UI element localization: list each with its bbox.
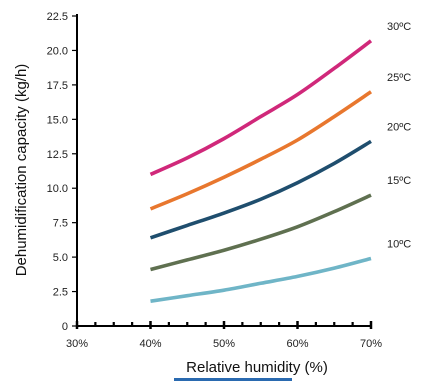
series-label-30c: 30ºC: [387, 21, 411, 33]
y-tick-label: 0: [62, 321, 68, 333]
x-tick-label: 70%: [360, 338, 382, 350]
y-tick-label: 12.5: [47, 149, 68, 161]
series-labels: 30ºC 25ºC 20ºC 15ºC 10ºC: [387, 21, 411, 251]
series-label-15c: 15ºC: [387, 175, 411, 187]
y-tick-label: 17.5: [47, 80, 68, 92]
series-label-25c: 25ºC: [387, 72, 411, 84]
y-tick-label: 10.0: [47, 183, 68, 195]
x-tick-label: 60%: [286, 338, 308, 350]
x-axis-title-underline: [174, 378, 292, 381]
series-line-10c: [150, 256, 372, 303]
y-axis-ticks: 0 2.5 5.0 7.5 10.0 12.5 15.0 17.5 20.0 22.5: [47, 11, 77, 333]
y-tick-label: 7.5: [53, 218, 68, 230]
x-tick-label: 40%: [139, 338, 161, 350]
series-line-15c: [150, 193, 372, 272]
y-tick-label: 2.5: [53, 287, 68, 299]
y-tick-label: 20.0: [47, 45, 68, 57]
series-line-30c: [149, 39, 373, 177]
x-axis-title: Relative humidity (%): [186, 359, 328, 376]
series-label-10c: 10ºC: [387, 238, 411, 250]
y-axis-title: Dehumidification capacity (kg/h): [13, 64, 30, 277]
series-label-20c: 20ºC: [387, 121, 411, 133]
series-lines: [149, 39, 373, 303]
x-tick-label: 50%: [213, 338, 235, 350]
y-tick-label: 5.0: [53, 252, 68, 264]
series-line-25c: [149, 90, 373, 211]
x-tick-label: 30%: [66, 338, 88, 350]
y-tick-label: 22.5: [47, 11, 68, 23]
series-line-20c: [149, 139, 372, 240]
y-tick-label: 15.0: [47, 114, 68, 126]
